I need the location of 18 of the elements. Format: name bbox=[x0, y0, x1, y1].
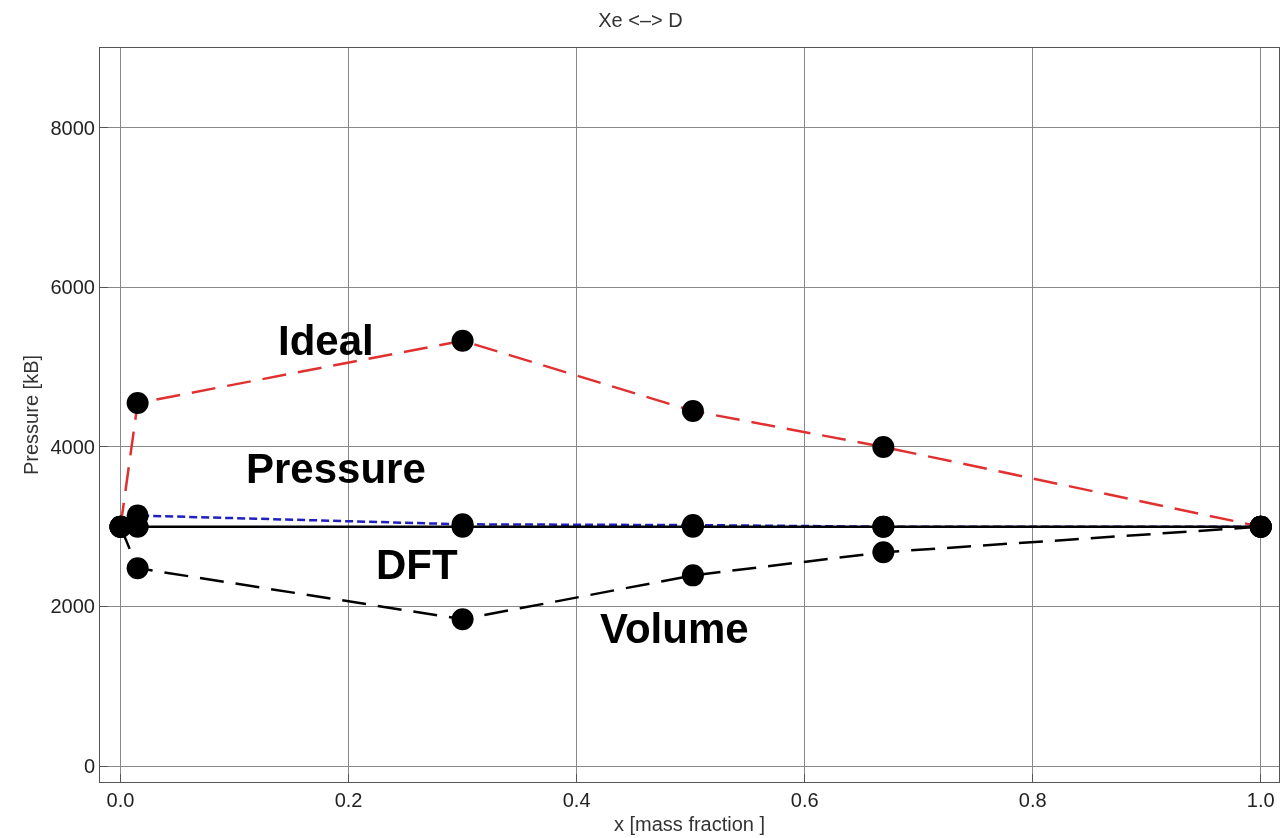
chart-title: Xe <–> D bbox=[598, 8, 683, 31]
series-label: DFT bbox=[376, 541, 458, 588]
x-tick-label: 0.2 bbox=[334, 789, 363, 811]
series-label: Ideal bbox=[278, 317, 374, 364]
y-tick-label: 4000 bbox=[50, 435, 95, 458]
y-tick-label: 6000 bbox=[50, 276, 95, 299]
x-tick-label: 0.8 bbox=[1018, 789, 1047, 811]
y-tick-label: 8000 bbox=[50, 116, 95, 139]
x-tick-label: 1.0 bbox=[1246, 789, 1275, 811]
series-label: Pressure bbox=[246, 445, 426, 492]
y-axis-title: Pressure [kB] bbox=[20, 354, 42, 476]
x-tick-label: 0.4 bbox=[562, 789, 591, 811]
y-tick-label: 2000 bbox=[50, 595, 95, 618]
x-tick-label: 0.0 bbox=[106, 789, 135, 811]
series-label: Volume bbox=[600, 605, 749, 652]
y-tick-label: 0 bbox=[83, 755, 95, 778]
x-tick-label: 0.6 bbox=[790, 789, 819, 811]
x-axis-title: x [mass fraction ] bbox=[613, 812, 766, 835]
